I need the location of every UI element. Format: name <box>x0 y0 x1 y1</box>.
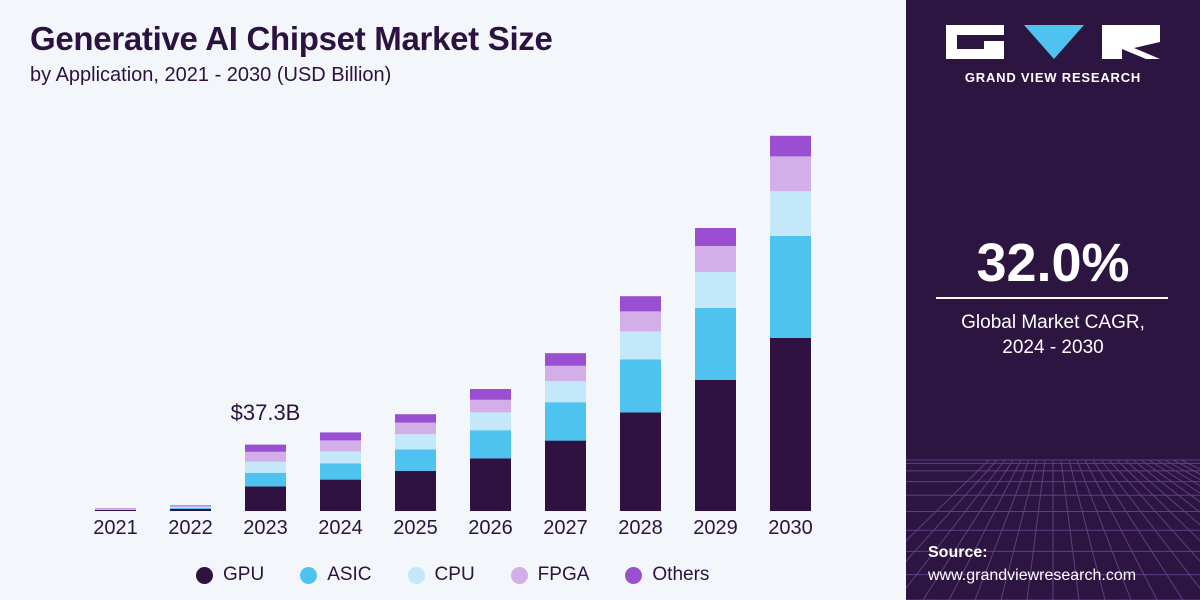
bar-2027-asic <box>545 402 586 441</box>
cagr-value: 32.0% <box>976 233 1130 293</box>
legend-label: CPU <box>434 564 475 585</box>
bar-2024-fpga <box>320 440 361 452</box>
legend-swatch <box>625 566 643 584</box>
bar-2025-gpu <box>395 470 436 511</box>
cagr-label: Global Market CAGR, 2024 - 2030 <box>906 310 1200 360</box>
chart-area: Generative AI Chipset Market Size by App… <box>0 0 906 600</box>
brand-panel: GRAND VIEW RESEARCH 32.0% Global Market … <box>906 0 1200 600</box>
bar-2022-asic <box>170 508 211 509</box>
bar-2022-cpu <box>170 507 211 508</box>
legend-swatch <box>196 566 213 584</box>
bar-2029-asic <box>695 307 736 380</box>
bar-2029-gpu <box>695 380 736 511</box>
bar-2024-cpu <box>320 451 361 464</box>
bar-2030-fpga <box>770 156 811 192</box>
source-link[interactable]: www.grandviewresearch.com <box>928 567 1137 584</box>
bar-2029-cpu <box>695 272 736 308</box>
bar-2028-fpga <box>620 311 661 332</box>
bar-2028-gpu <box>620 412 661 511</box>
cagr-label-line-1: Global Market CAGR, <box>961 312 1145 333</box>
legend-item-others: Others <box>625 564 709 586</box>
legend-item-asic: ASIC <box>300 564 372 586</box>
x-tick-label: 2026 <box>468 517 513 539</box>
data-label-2023: $37.3B <box>231 400 301 425</box>
bar-2023-fpga <box>245 451 286 462</box>
bar-2030-gpu <box>770 337 811 511</box>
bar-2025-fpga <box>395 422 436 435</box>
legend-item-gpu: GPU <box>196 564 264 586</box>
legend-label: FPGA <box>537 564 590 585</box>
cagr-label-line-2: 2024 - 2030 <box>1002 337 1104 358</box>
bar-2026-gpu <box>470 458 511 511</box>
x-tick-label: 2023 <box>243 517 288 539</box>
bar-2024-asic <box>320 463 361 480</box>
bar-2023-gpu <box>245 486 286 511</box>
page-subtitle: by Application, 2021 - 2030 (USD Billion… <box>30 64 392 86</box>
bar-2025-asic <box>395 449 436 471</box>
bar-2023-cpu <box>245 461 286 473</box>
bar-2025-others <box>395 414 436 423</box>
x-tick-label: 2028 <box>618 517 663 539</box>
cagr-divider <box>936 297 1168 299</box>
bar-2029-fpga <box>695 246 736 272</box>
legend-label: ASIC <box>327 564 372 585</box>
bar-2023-others <box>245 444 286 452</box>
x-tick-label: 2025 <box>393 517 438 539</box>
x-tick-label: 2030 <box>768 517 813 539</box>
legend-label: Others <box>652 564 710 585</box>
bar-2022-others <box>170 505 211 507</box>
legend: GPU ASIC CPU FPGA Others <box>196 562 745 588</box>
x-tick-label: 2021 <box>93 517 138 539</box>
x-tick-label: 2029 <box>693 517 738 539</box>
x-tick-label: 2024 <box>318 517 363 539</box>
source-title: Source: <box>928 544 988 561</box>
legend-label: GPU <box>223 564 265 585</box>
bar-2023-asic <box>245 472 286 487</box>
bar-2024-others <box>320 432 361 441</box>
legend-swatch <box>510 566 528 584</box>
bar-2026-others <box>470 389 511 400</box>
bar-2021-gpu <box>95 510 136 511</box>
legend-item-fpga: FPGA <box>510 564 590 586</box>
grand-view-research-logo <box>946 25 1160 59</box>
x-tick-label: 2027 <box>543 517 588 539</box>
bar-2026-asic <box>470 430 511 459</box>
grid-floor-decoration <box>906 459 1200 600</box>
bar-2024-gpu <box>320 479 361 511</box>
bar-2028-cpu <box>620 331 661 360</box>
legend-item-cpu: CPU <box>407 564 475 586</box>
brand-name: GRAND VIEW RESEARCH <box>964 70 1142 85</box>
bar-2027-cpu <box>545 381 586 403</box>
bar-2030-others <box>770 135 811 157</box>
bar-2026-fpga <box>470 399 511 413</box>
bar-2022-gpu <box>170 509 211 511</box>
stacked-bar-chart: 2021 2022 2023 2024 2025 2026 2027 2028 2029 2030… <box>93 135 813 539</box>
legend-swatch <box>407 566 425 584</box>
bar-2030-cpu <box>770 191 811 236</box>
bar-2027-others <box>545 353 586 366</box>
bar-2025-cpu <box>395 434 436 450</box>
legend-swatch <box>300 566 318 584</box>
bar-2030-asic <box>770 236 811 338</box>
bar-2026-cpu <box>470 412 511 431</box>
bar-2027-gpu <box>545 440 586 511</box>
bar-2027-fpga <box>545 365 586 381</box>
bar-2029-others <box>695 228 736 246</box>
x-tick-label: 2022 <box>168 517 213 539</box>
bar-2028-others <box>620 296 661 312</box>
page-title: Generative AI Chipset Market Size <box>30 20 553 57</box>
bar-2028-asic <box>620 359 661 413</box>
bar-2021-asic <box>95 509 136 510</box>
bar-2022-fpga <box>170 506 211 507</box>
